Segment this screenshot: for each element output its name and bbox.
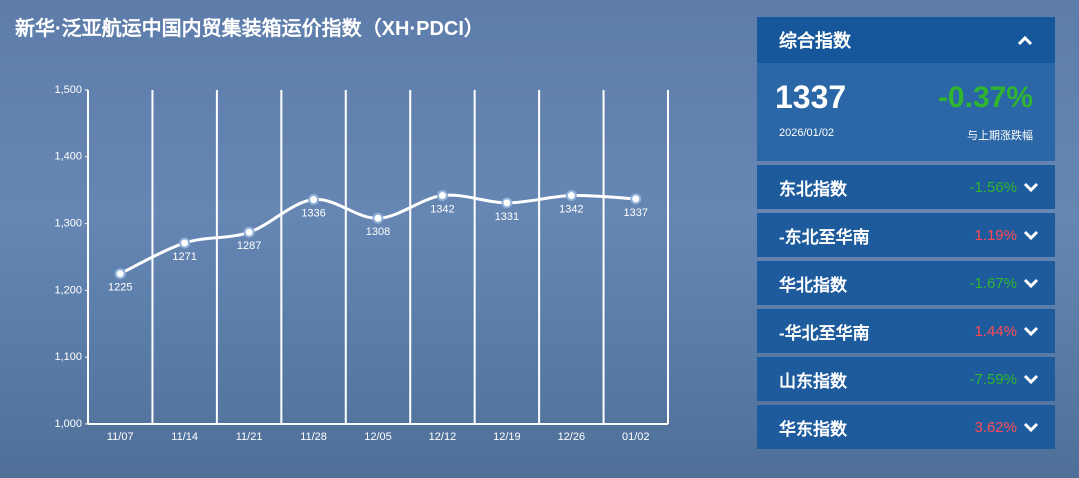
item-change: -1.56% [969,178,1017,196]
item-change: 1.44% [974,322,1017,340]
x-tick-label: 12/12 [429,431,457,443]
expand-icon [1023,374,1039,384]
data-label: 1342 [559,203,583,215]
data-label: 1342 [430,203,454,215]
data-label: 1337 [624,207,648,219]
change-label: 与上期涨跌幅 [967,130,1033,142]
expand-icon [1023,422,1039,432]
x-tick-label: 11/14 [171,431,198,443]
panel-main: 1337 2026/01/02 -0.37% 与上期涨跌幅 [757,63,1055,161]
x-tick-label: 11/21 [236,431,263,443]
collapse-icon [1017,35,1033,45]
item-name: -华北至华南 [779,323,870,343]
index-change: -0.37% [937,81,1033,114]
chart-title: 新华·泛亚航运中国内贸集装箱运价指数（XH·PDCI） [15,18,484,40]
item-name: 山东指数 [779,371,847,391]
chevron [1023,278,1039,288]
point [179,237,191,249]
panel-header[interactable]: 综合指数 [757,17,1055,63]
data-label: 1271 [172,251,196,263]
y-tick-label: 1,400 [54,151,82,163]
item-list: 东北指数 -1.56% -东北至华南 1.19% 华北指数 -1.67% -华北至华南 1.4… [757,165,1055,449]
panel-header-text: 综合指数 [779,31,851,51]
data-label: 1225 [108,282,132,294]
x-tick-label: 12/26 [558,431,586,443]
index-item[interactable]: -东北至华南 1.19% [757,213,1055,257]
item-change: 3.62% [974,418,1017,436]
index-item[interactable]: 东北指数 -1.56% [757,165,1055,209]
x-tick-label: 11/28 [300,431,327,443]
chevron [1023,374,1039,384]
point [308,194,320,206]
item-name: 华东指数 [779,419,847,439]
item-change: 1.19% [974,226,1017,244]
x-tick-label: 01/02 [622,431,650,443]
y-tick-label: 1,200 [54,284,82,296]
chart: 1,000 1,100 1,200 1,300 1,400 1,500 11/07 11/14… [54,84,650,443]
index-item[interactable]: 华东指数 3.62% [757,405,1055,449]
point [372,212,384,224]
point [565,190,577,202]
data-label: 1287 [237,240,261,252]
chevron [1023,230,1039,240]
x-tick-label: 11/07 [107,431,134,443]
expand-icon [1023,182,1039,192]
item-name: 东北指数 [779,179,847,199]
index-date: 2026/01/02 [779,127,835,139]
y-tick-label: 1,100 [54,351,82,363]
index-value: 1337 [775,79,847,115]
expand-icon [1023,230,1039,240]
item-name: -东北至华南 [779,227,870,247]
index-item[interactable]: 华北指数 -1.67% [757,261,1055,305]
chevron [1023,422,1039,432]
index-item[interactable]: 山东指数 -7.59% [757,357,1055,401]
y-tick-label: 1,300 [54,218,82,230]
item-change: -7.59% [969,370,1017,388]
index-panel: 综合指数 1337 2026/01/02 -0.37% 与上期涨跌幅 东北指数 -… [757,17,1055,449]
data-label: 1308 [366,226,390,238]
index-item[interactable]: -华北至华南 1.44% [757,309,1055,353]
expand-icon [1023,278,1039,288]
point [436,190,448,202]
point [114,268,126,280]
point [630,193,642,205]
point [243,226,255,238]
y-tick-label: 1,500 [54,84,82,96]
item-change: -1.67% [969,274,1017,292]
data-label: 1331 [495,211,519,223]
chevron [1023,326,1039,336]
item-name: 华北指数 [779,275,847,295]
x-tick-label: 12/05 [364,431,392,443]
x-tick-label: 12/19 [493,431,521,443]
chevron [1023,182,1039,192]
expand-icon [1023,326,1039,336]
y-tick-label: 1,000 [54,418,82,430]
data-label: 1336 [301,207,325,219]
point [501,197,513,209]
